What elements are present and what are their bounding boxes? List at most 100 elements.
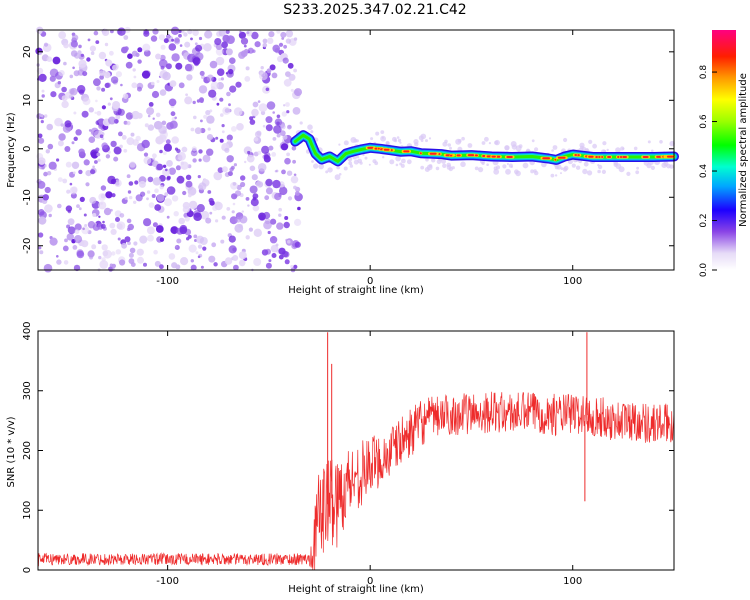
noise-blob bbox=[272, 137, 277, 141]
colorbar-tick-label: 0.6 bbox=[699, 114, 709, 129]
noise-blob bbox=[294, 218, 302, 226]
track-halo bbox=[418, 135, 424, 141]
track-halo bbox=[442, 141, 448, 147]
noise-blob bbox=[269, 236, 278, 244]
track-halo bbox=[618, 166, 625, 173]
noise-blob bbox=[147, 114, 151, 118]
noise-blob bbox=[124, 236, 131, 243]
noise-blob bbox=[154, 204, 162, 211]
noise-blob bbox=[38, 232, 44, 238]
noise-blob bbox=[132, 68, 136, 72]
noise-blob bbox=[80, 53, 84, 58]
noise-blob bbox=[70, 87, 78, 96]
colorbar-tick-label: 0.8 bbox=[699, 65, 709, 80]
noise-blob bbox=[267, 230, 271, 235]
track-halo bbox=[592, 143, 597, 149]
noise-blob bbox=[220, 113, 224, 117]
noise-blob bbox=[273, 125, 282, 134]
noise-blob bbox=[137, 86, 142, 92]
noise-blob bbox=[271, 253, 277, 258]
noise-blob bbox=[136, 112, 143, 119]
noise-blob bbox=[131, 50, 138, 57]
track-halo bbox=[606, 148, 609, 152]
track-halo bbox=[359, 161, 363, 165]
noise-blob bbox=[159, 89, 167, 96]
noise-blob bbox=[96, 86, 101, 91]
noise-blob bbox=[166, 175, 171, 180]
noise-blob bbox=[143, 218, 152, 227]
noise-blob bbox=[226, 134, 233, 141]
noise-blob bbox=[168, 253, 176, 260]
noise-blob bbox=[281, 169, 286, 175]
noise-blob bbox=[211, 242, 217, 248]
y-tick-label: 300 bbox=[22, 381, 33, 400]
noise-blob bbox=[278, 207, 283, 212]
noise-blob bbox=[89, 196, 97, 204]
noise-blob bbox=[110, 76, 119, 84]
noise-blob bbox=[90, 127, 99, 136]
noise-blob bbox=[177, 151, 187, 161]
track-halo bbox=[327, 167, 333, 173]
noise-blob bbox=[126, 218, 132, 224]
noise-blob bbox=[86, 57, 91, 62]
noise-blob bbox=[221, 166, 228, 173]
track-halo bbox=[467, 143, 473, 148]
noise-blob bbox=[215, 136, 219, 140]
noise-blob bbox=[100, 223, 106, 229]
noise-blob bbox=[150, 35, 158, 42]
track-halo bbox=[396, 136, 400, 139]
track-peak bbox=[403, 150, 410, 153]
noise-blob bbox=[262, 124, 266, 128]
noise-blob bbox=[112, 101, 121, 109]
track-halo bbox=[299, 121, 303, 125]
noise-blob bbox=[198, 158, 202, 162]
track-peak bbox=[383, 148, 390, 151]
noise-blob bbox=[205, 217, 212, 224]
noise-blob bbox=[110, 140, 117, 148]
noise-blob bbox=[280, 124, 286, 130]
track-halo bbox=[399, 162, 403, 166]
track-halo bbox=[583, 161, 589, 167]
noise-blob bbox=[143, 152, 149, 157]
noise-blob bbox=[39, 113, 44, 118]
track-halo bbox=[622, 147, 625, 150]
track-halo bbox=[347, 157, 353, 162]
track-halo bbox=[441, 158, 446, 164]
noise-blob bbox=[170, 226, 179, 235]
noise-blob bbox=[117, 108, 125, 116]
noise-blob bbox=[178, 82, 185, 89]
noise-blob bbox=[184, 216, 190, 222]
noise-blob bbox=[75, 129, 82, 136]
noise-blob bbox=[107, 150, 111, 154]
track-peak bbox=[467, 154, 475, 157]
noise-blob bbox=[222, 34, 230, 43]
noise-blob bbox=[278, 213, 282, 217]
noise-blob bbox=[90, 151, 99, 159]
track-halo bbox=[615, 147, 621, 153]
track-halo bbox=[461, 136, 465, 141]
colorbar-tick-label: 0.2 bbox=[699, 213, 709, 227]
track-peak bbox=[377, 147, 380, 150]
track-halo bbox=[552, 145, 558, 150]
noise-blob bbox=[54, 117, 63, 127]
track-halo bbox=[380, 130, 385, 135]
noise-blob bbox=[221, 124, 225, 128]
noise-blob bbox=[115, 114, 121, 120]
noise-blob bbox=[98, 51, 107, 60]
noise-blob bbox=[217, 167, 224, 174]
noise-blob bbox=[109, 50, 114, 56]
noise-blob bbox=[57, 203, 62, 209]
spectrogram-y-ticks: -20 -10 0 10 20 bbox=[22, 45, 674, 254]
noise-blob bbox=[215, 56, 225, 66]
noise-blob bbox=[156, 194, 165, 202]
noise-blob bbox=[160, 44, 166, 50]
noise-blob bbox=[48, 213, 52, 218]
noise-blob bbox=[174, 147, 179, 151]
noise-blob bbox=[185, 93, 189, 97]
noise-blob bbox=[231, 210, 235, 214]
y-tick-label: 0 bbox=[22, 567, 33, 573]
noise-blob bbox=[178, 33, 182, 38]
track-peak bbox=[482, 155, 486, 157]
noise-blob bbox=[265, 178, 273, 187]
track-halo bbox=[431, 158, 436, 163]
